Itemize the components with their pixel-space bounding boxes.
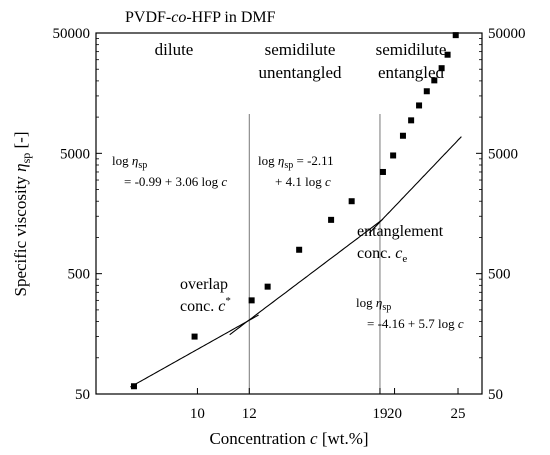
data-point (438, 65, 445, 72)
data-point (390, 152, 397, 159)
fit-equation-unentangled-line2: + 4.1 log c (275, 174, 331, 189)
data-point (431, 77, 438, 84)
x-axis-ticks: 10 12 19 20 25 (190, 388, 466, 422)
region-label-unentangled-2: unentangled (258, 63, 342, 82)
data-point (296, 246, 303, 253)
fit-equation-dilute-line1: log ηsp (112, 153, 147, 171)
region-label-unentangled-1: semidilute (265, 40, 336, 59)
data-point (444, 51, 451, 58)
data-point (399, 132, 406, 139)
data-points (130, 32, 459, 390)
x-tick-label: 12 (242, 406, 257, 422)
chart-title: PVDF-co-HFP in DMF (125, 9, 276, 26)
y-tick-label-right: 50000 (488, 26, 526, 42)
fit-equation-unentangled-line1: log ηsp = -2.11 (258, 153, 334, 171)
data-point (423, 88, 430, 95)
fit-lines (130, 136, 462, 388)
y-tick-label-left: 50 (75, 387, 90, 403)
data-point (264, 283, 271, 290)
data-point (452, 32, 459, 39)
entanglement-annotation-line2: conc. ce (357, 245, 407, 265)
y-tick-label-right: 5000 (488, 146, 518, 162)
entanglement-annotation-line1: entanglement (357, 223, 444, 240)
region-label-entangled-2: entangled (378, 63, 445, 82)
fit-equation-dilute-line2: = -0.99 + 3.06 log c (124, 174, 227, 189)
y-axis-ticks: 50 50 500 500 5000 5000 50000 50000 (53, 26, 526, 403)
y-tick-label-left: 5000 (60, 146, 90, 162)
y-tick-label-left: 500 (68, 267, 91, 283)
y-tick-label-left: 50000 (53, 26, 91, 42)
data-point (248, 297, 255, 304)
overlap-annotation-line1: overlap (180, 276, 228, 293)
fit-line-1 (130, 314, 259, 388)
data-point (416, 102, 423, 109)
overlap-annotation-line2: conc. c* (180, 295, 231, 315)
plot-frame (95, 32, 483, 395)
data-point (408, 117, 415, 124)
y-tick-label-right: 50 (488, 387, 503, 403)
fit-equation-entangled-line1: log ηsp (356, 295, 391, 313)
data-point (130, 383, 137, 390)
x-tick-label: 20 (387, 406, 402, 422)
x-tick-label: 10 (190, 406, 205, 422)
x-tick-label: 25 (451, 406, 466, 422)
data-point (191, 333, 198, 340)
fit-line-3 (368, 136, 462, 234)
region-divider-lines (248, 114, 381, 394)
data-point (379, 168, 386, 175)
y-tick-label-right: 500 (488, 267, 511, 283)
x-tick-label: 19 (372, 406, 387, 422)
data-point (328, 216, 335, 223)
fit-equation-entangled-line2: = -4.16 + 5.7 log c (367, 316, 464, 331)
data-point (348, 198, 355, 205)
x-axis-label: Concentration c [wt.%] (209, 429, 368, 448)
region-label-dilute: dilute (155, 40, 194, 59)
fit-line-2 (229, 218, 384, 336)
region-label-entangled-1: semidilute (376, 40, 447, 59)
y-axis-label: Specific viscosity ηsp [-] (11, 132, 33, 297)
